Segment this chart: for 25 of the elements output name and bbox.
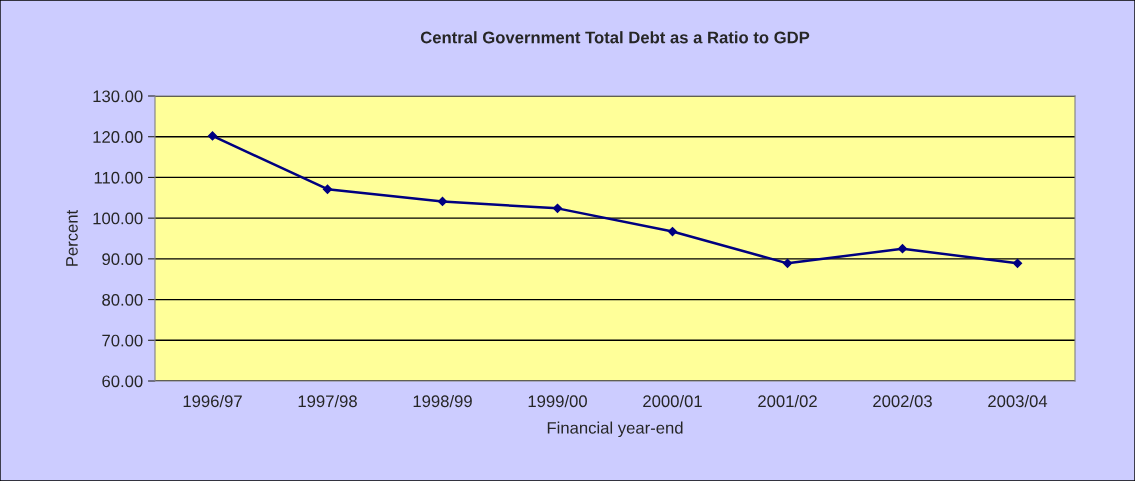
x-tick-label: 1997/98 <box>298 394 357 408</box>
x-tick-label: 2002/03 <box>873 394 932 408</box>
x-tick-label: 1998/99 <box>413 394 472 408</box>
y-tick-label: 120.00 <box>93 131 143 143</box>
point <box>897 244 908 254</box>
point <box>322 184 333 194</box>
x-tick-label: 1999/00 <box>528 394 587 408</box>
x-tick-label: 1996/97 <box>183 394 242 408</box>
point <box>1012 258 1023 268</box>
y-tick-label: 60.00 <box>102 375 143 388</box>
x-tick-label: 2000/01 <box>643 394 702 408</box>
x-tick-label: 2003/04 <box>988 394 1048 408</box>
y-tick-label: 70.00 <box>102 334 143 347</box>
y-tick-label: 90.00 <box>102 253 143 266</box>
y-tick-label: 80.00 <box>102 293 143 306</box>
point <box>552 203 563 213</box>
y-tick-label: 110.00 <box>94 171 143 184</box>
y-tick-label: 130.00 <box>93 90 143 103</box>
y-tick-label: 100.00 <box>93 212 143 225</box>
x-tick-label: 2001/02 <box>758 394 817 408</box>
chart-title: Central Government Total Debt as a Ratio to GDP <box>420 31 810 44</box>
point <box>207 131 218 141</box>
x-axis-title: Financial year-end <box>547 421 683 438</box>
y-axis-title: Percent <box>66 209 78 266</box>
point <box>782 258 793 268</box>
